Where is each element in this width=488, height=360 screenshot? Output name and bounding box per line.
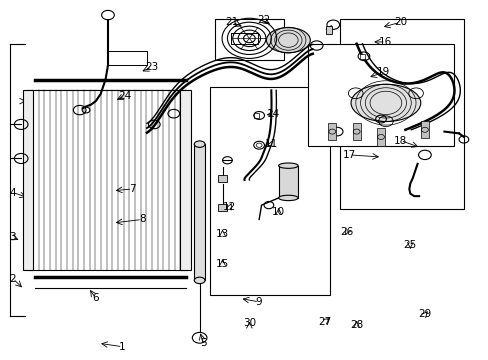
Bar <box>218 175 226 182</box>
Bar <box>210 87 329 295</box>
Text: 16: 16 <box>379 37 392 47</box>
Bar <box>420 121 428 138</box>
Text: 11: 11 <box>264 139 277 149</box>
Bar <box>352 123 360 140</box>
Bar <box>194 144 204 280</box>
Text: 22: 22 <box>257 15 270 26</box>
Text: 15: 15 <box>216 259 229 269</box>
Bar <box>376 129 384 145</box>
Text: 1: 1 <box>119 342 125 352</box>
Text: 4: 4 <box>10 188 16 198</box>
Text: 21: 21 <box>225 17 239 27</box>
Bar <box>22 90 33 270</box>
Text: 25: 25 <box>403 239 416 249</box>
Bar <box>27 90 185 270</box>
Ellipse shape <box>278 163 298 168</box>
Text: 12: 12 <box>223 202 236 212</box>
Text: 26: 26 <box>340 227 353 237</box>
Text: 29: 29 <box>417 310 430 319</box>
Bar <box>339 19 463 209</box>
Ellipse shape <box>350 84 420 122</box>
Text: 30: 30 <box>243 319 255 328</box>
Text: 23: 23 <box>145 62 158 72</box>
Text: 10: 10 <box>271 207 285 217</box>
Text: 17: 17 <box>342 150 355 160</box>
Text: 13: 13 <box>216 229 229 239</box>
Bar <box>218 204 226 211</box>
Text: 6: 6 <box>92 293 99 303</box>
Bar <box>326 26 331 34</box>
Text: 20: 20 <box>393 17 407 27</box>
Text: 9: 9 <box>255 297 262 307</box>
Text: 14: 14 <box>266 109 280 119</box>
Bar <box>254 113 259 118</box>
Text: 27: 27 <box>318 317 331 327</box>
Bar <box>231 33 258 44</box>
Text: 24: 24 <box>118 91 131 101</box>
Ellipse shape <box>278 195 298 201</box>
Ellipse shape <box>194 277 204 284</box>
Ellipse shape <box>266 28 310 53</box>
Text: 8: 8 <box>139 215 145 224</box>
Bar <box>328 123 335 140</box>
Bar <box>359 54 364 59</box>
Text: 3: 3 <box>10 232 16 242</box>
Bar <box>307 44 453 146</box>
Text: 2: 2 <box>10 274 16 284</box>
Bar <box>278 166 298 198</box>
Bar <box>180 90 190 270</box>
Bar <box>215 19 283 60</box>
Text: 19: 19 <box>376 67 389 77</box>
Ellipse shape <box>194 141 204 147</box>
Bar <box>108 51 147 65</box>
Text: 7: 7 <box>129 184 135 194</box>
Text: 18: 18 <box>393 136 407 145</box>
Text: 28: 28 <box>349 320 363 330</box>
Text: 5: 5 <box>199 338 206 348</box>
